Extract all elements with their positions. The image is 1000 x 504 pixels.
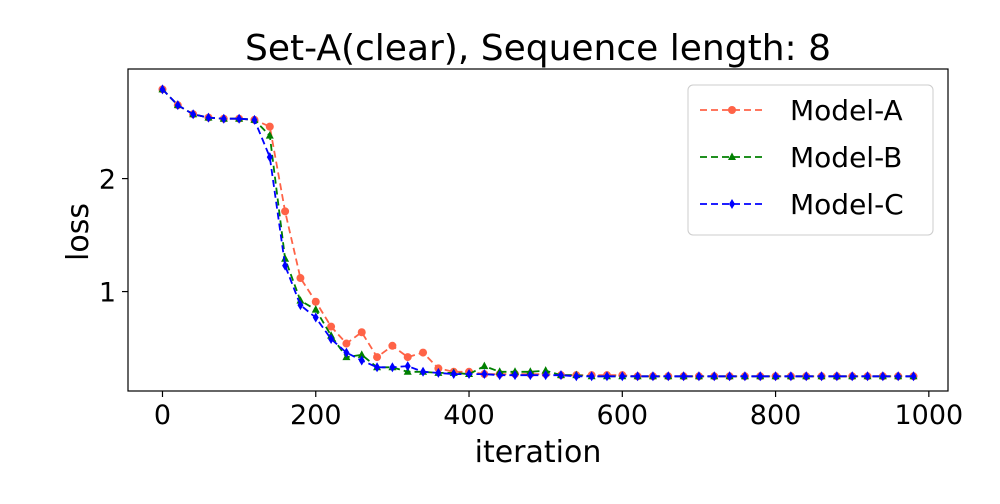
y-axis-label: loss [61, 203, 96, 261]
data-point [159, 84, 166, 95]
data-point [741, 371, 748, 382]
data-point [772, 371, 779, 382]
data-point [342, 339, 351, 348]
data-point [373, 353, 382, 362]
axis-ticks: 0 200 400 600 800 1000 1 2 [99, 165, 963, 431]
data-point [404, 361, 411, 372]
data-point [282, 260, 289, 271]
x-tick-label: 0 [154, 400, 171, 431]
chart-title: Set-A(clear), Sequence length: 8 [245, 28, 831, 69]
data-point [174, 100, 181, 111]
x-tick-label: 200 [290, 400, 342, 431]
legend-item: Model-A [700, 94, 903, 127]
data-point [205, 112, 212, 123]
data-point [711, 371, 718, 382]
legend-box [687, 84, 934, 236]
data-point [757, 371, 764, 382]
data-point [803, 371, 810, 382]
x-tick-label: 1000 [894, 400, 963, 431]
data-point [588, 371, 595, 382]
data-point [496, 370, 503, 381]
data-point [374, 362, 381, 373]
data-point [665, 371, 672, 382]
data-point [312, 312, 319, 323]
legend: Model-A Model-B Model-C [687, 84, 934, 236]
series-Model-C [159, 84, 917, 382]
data-point [726, 371, 733, 382]
data-point [357, 350, 366, 358]
data-point [358, 355, 365, 366]
legend-marker [729, 199, 735, 209]
data-point [466, 369, 473, 380]
data-point [265, 122, 274, 131]
data-point [603, 371, 610, 382]
data-point [557, 370, 564, 381]
x-axis-label: iteration [475, 435, 602, 470]
y-tick-label: 1 [99, 278, 116, 309]
data-point [236, 113, 243, 124]
data-point [420, 366, 427, 377]
data-point [573, 371, 580, 382]
data-point [879, 371, 886, 382]
data-point [480, 361, 489, 370]
plot-area [158, 84, 918, 382]
data-point [297, 300, 304, 311]
data-point [910, 371, 917, 382]
plot-frame [127, 68, 949, 392]
data-point [542, 370, 549, 381]
legend-item: Model-B [700, 141, 902, 174]
legend-marker [728, 152, 736, 160]
data-point [266, 152, 273, 163]
data-point [419, 348, 428, 357]
data-point [343, 347, 350, 358]
data-point [481, 369, 488, 380]
data-point [435, 367, 442, 378]
data-point [311, 297, 320, 306]
data-point [388, 341, 397, 350]
data-point [328, 334, 335, 345]
data-point [251, 114, 258, 125]
data-point [327, 322, 336, 331]
data-point [695, 371, 702, 382]
data-point [833, 371, 840, 382]
data-point [634, 371, 641, 382]
data-point [403, 353, 412, 362]
x-tick-label: 400 [443, 400, 495, 431]
data-point [450, 369, 457, 380]
data-point [787, 371, 794, 382]
data-point [527, 370, 534, 381]
data-point [357, 328, 366, 337]
legend-label: Model-C [790, 188, 904, 221]
data-point [389, 362, 396, 373]
data-point [818, 371, 825, 382]
data-point [541, 366, 550, 374]
data-point [649, 371, 656, 382]
data-point [281, 207, 290, 216]
data-point [895, 371, 902, 382]
data-point [281, 254, 290, 262]
data-point [190, 109, 197, 120]
data-point [265, 131, 274, 139]
data-point [864, 371, 871, 382]
data-point [849, 371, 856, 382]
data-point [296, 274, 305, 283]
data-point [619, 371, 626, 382]
data-point [680, 371, 687, 382]
x-tick-label: 600 [597, 400, 649, 431]
data-point [512, 370, 519, 381]
legend-item: Model-C [700, 188, 904, 221]
x-tick-label: 800 [750, 400, 802, 431]
y-tick-label: 2 [99, 165, 116, 196]
legend-label: Model-A [790, 94, 903, 127]
legend-label: Model-B [790, 141, 902, 174]
data-point [220, 113, 227, 124]
data-point [311, 305, 320, 313]
legend-marker [728, 106, 736, 114]
